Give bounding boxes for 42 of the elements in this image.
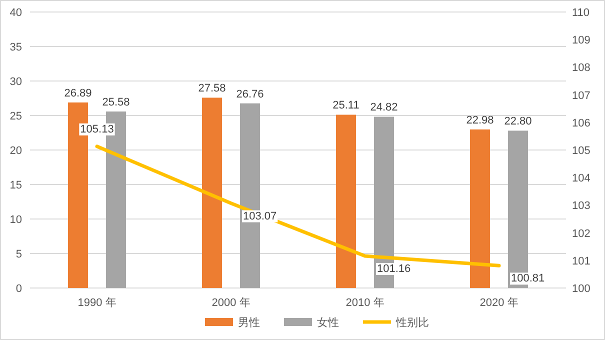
y-tick-label: 25 <box>10 110 22 122</box>
data-label: 105.13 <box>80 123 114 136</box>
y-tick-label: 20 <box>10 145 22 157</box>
y2-tick-label: 109 <box>572 34 590 47</box>
data-label: 22.98 <box>466 114 494 126</box>
x-tick-label: 2000 年 <box>212 297 250 309</box>
y2-tick-label: 100 <box>572 283 590 295</box>
y2-tick-label: 102 <box>572 228 590 240</box>
y-tick-label: 5 <box>16 248 22 260</box>
x-tick-label: 1990 年 <box>78 297 116 309</box>
data-label: 27.58 <box>198 82 226 95</box>
bar <box>470 129 490 288</box>
bar <box>202 98 222 288</box>
data-label: 26.76 <box>236 88 264 100</box>
y2-tick-label: 103 <box>572 200 590 212</box>
y-tick-label: 30 <box>10 76 22 88</box>
y-tick-label: 0 <box>16 283 22 295</box>
data-label: 101.16 <box>377 262 411 275</box>
y2-tick-label: 107 <box>572 90 590 102</box>
bar <box>336 114 356 288</box>
y2-tick-label: 104 <box>572 172 590 185</box>
data-label: 103.07 <box>243 210 277 222</box>
y2-tick-label: 108 <box>572 62 590 74</box>
data-label: 25.11 <box>332 100 360 112</box>
y2-tick-label: 101 <box>572 255 590 268</box>
data-label: 26.89 <box>64 87 92 100</box>
data-label: 25.58 <box>102 96 130 108</box>
data-label: 24.82 <box>370 102 398 114</box>
y2-tick-label: 110 <box>572 7 590 19</box>
y2-tick-label: 106 <box>572 117 590 130</box>
legend-label: 男性 <box>238 317 260 329</box>
legend-label: 女性 <box>317 317 339 329</box>
y2-tick-label: 105 <box>572 145 590 157</box>
y-tick-label: 40 <box>10 7 22 19</box>
y-tick-label: 15 <box>10 180 22 192</box>
data-label: 22.80 <box>504 116 532 128</box>
x-tick-label: 2010 年 <box>346 297 384 309</box>
x-tick-label: 2020 年 <box>480 297 518 309</box>
y-tick-label: 10 <box>10 214 22 226</box>
data-label: 100.81 <box>511 272 545 285</box>
y-tick-label: 35 <box>10 42 22 54</box>
legend-label: 性别比 <box>395 316 429 329</box>
